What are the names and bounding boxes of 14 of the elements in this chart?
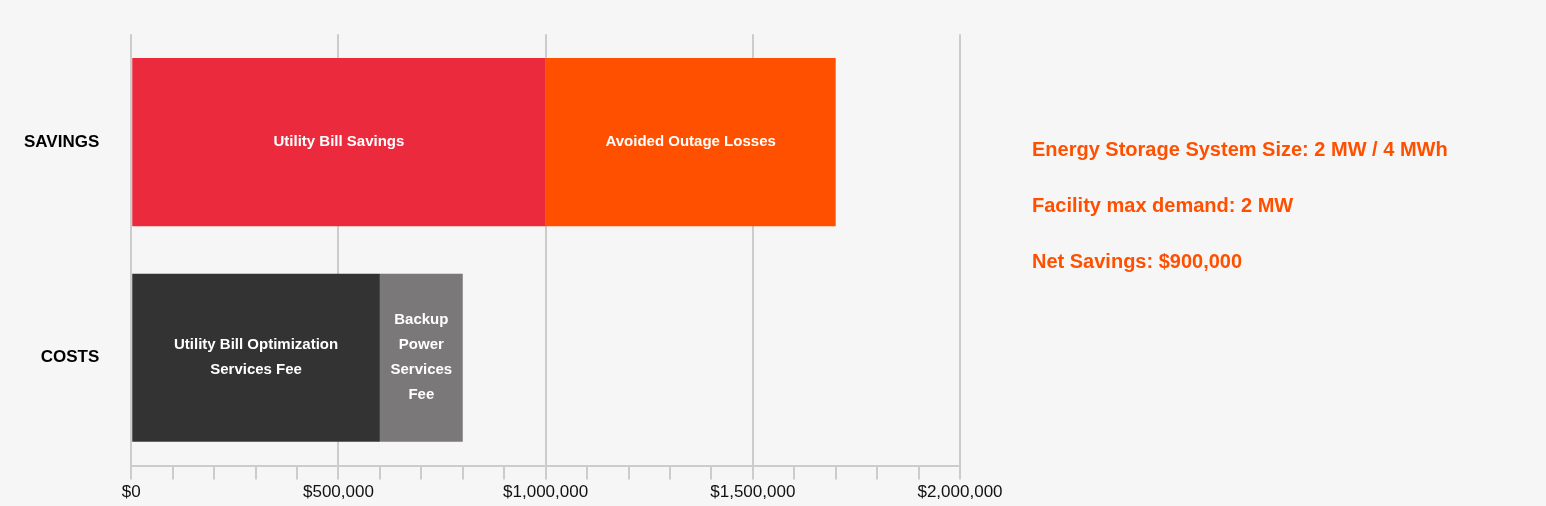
- text: Net Savings: $900,000: [1032, 250, 1244, 273]
- series-label: Backup Power Services Fee: [390, 310, 453, 403]
- y-tick-label: COSTS: [40, 347, 100, 367]
- x-tick-label: $0: [121, 482, 141, 502]
- series-label: Avoided Outage Losses: [605, 132, 776, 150]
- y-tick-label: SAVINGS: [23, 131, 100, 151]
- series-label: Utility Bill Savings: [273, 132, 405, 150]
- x-tick-label: $500,000: [302, 482, 374, 502]
- text: Energy Storage System Size: 2 MW / 4 MWh: [1032, 138, 1448, 161]
- x-tick-label: $2,000,000: [917, 482, 1003, 502]
- x-tick-label: $1,000,000: [503, 482, 589, 502]
- x-tick-label: $1,500,000: [710, 482, 796, 502]
- series-label: Utility Bill Optimization Services Fee: [173, 335, 339, 378]
- text: Facility max demand: 2 MW: [1032, 194, 1295, 217]
